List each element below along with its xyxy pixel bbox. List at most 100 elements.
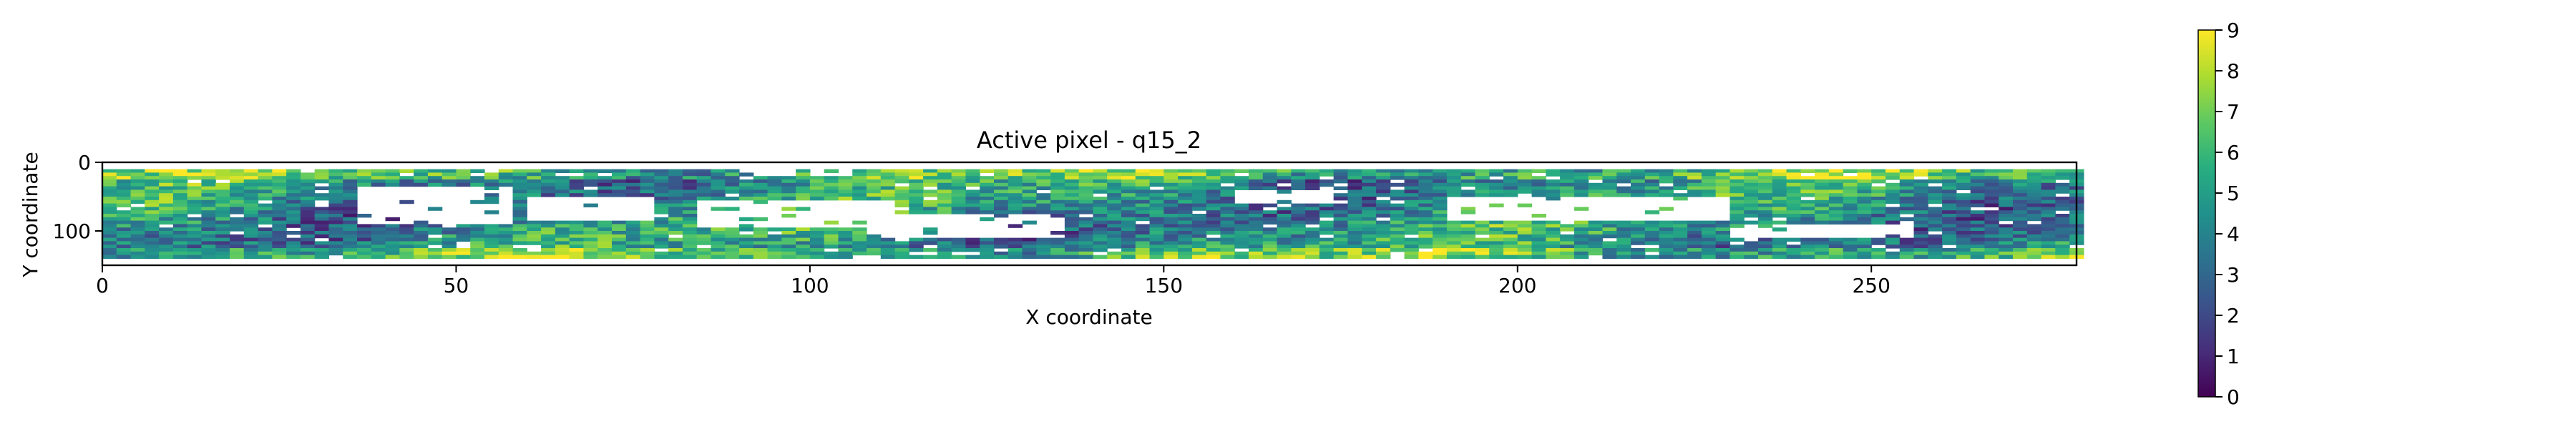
heatmap-cell bbox=[1546, 172, 1561, 177]
heatmap-cell bbox=[230, 237, 245, 242]
heatmap-cell bbox=[640, 231, 655, 235]
heatmap-cell bbox=[1008, 255, 1023, 259]
heatmap-cell bbox=[441, 234, 457, 239]
heatmap-cell bbox=[1815, 255, 1830, 259]
heatmap-cell bbox=[1291, 176, 1306, 180]
heatmap-cell bbox=[1644, 248, 1660, 252]
heatmap-cell bbox=[1815, 169, 1830, 173]
heatmap-cell bbox=[1206, 214, 1221, 218]
heatmap-cell bbox=[1857, 193, 1872, 197]
heatmap-cell bbox=[1631, 172, 1646, 177]
heatmap-cell bbox=[597, 224, 613, 228]
heatmap-cell bbox=[1475, 255, 1490, 259]
heatmap-cell bbox=[1970, 241, 1986, 245]
heatmap-cell bbox=[1376, 186, 1391, 190]
heatmap-cell bbox=[937, 207, 952, 211]
heatmap-cell bbox=[1546, 179, 1561, 184]
heatmap-cell bbox=[243, 210, 259, 214]
heatmap-cell bbox=[230, 224, 245, 228]
heatmap-cell bbox=[640, 227, 655, 232]
heatmap-cell bbox=[1999, 251, 2014, 256]
heatmap-cell bbox=[1376, 214, 1391, 218]
heatmap-cell bbox=[1022, 182, 1037, 187]
heatmap-cell bbox=[1828, 199, 1844, 204]
heatmap-cell bbox=[1107, 193, 1122, 197]
heatmap-cell bbox=[300, 248, 316, 252]
heatmap-cell bbox=[456, 172, 471, 177]
heatmap-cell bbox=[965, 182, 980, 187]
heatmap-cell bbox=[824, 227, 839, 232]
heatmap-cell bbox=[1107, 231, 1122, 235]
heatmap-cell bbox=[725, 255, 740, 259]
x-tick-label: 50 bbox=[444, 274, 469, 297]
heatmap-cell bbox=[1404, 193, 1419, 197]
heatmap-cell bbox=[1772, 169, 1787, 173]
heatmap-cell bbox=[1249, 231, 1264, 235]
heatmap-cell bbox=[937, 248, 952, 252]
heatmap-cell bbox=[767, 193, 782, 197]
heatmap-cell bbox=[1446, 255, 1462, 259]
heatmap-cell bbox=[1970, 182, 1986, 187]
heatmap-cell bbox=[1999, 193, 2014, 197]
heatmap-cell bbox=[1489, 189, 1504, 194]
heatmap-cell bbox=[385, 234, 400, 239]
heatmap-cell bbox=[867, 182, 882, 187]
heatmap-cell bbox=[1319, 237, 1335, 242]
heatmap-cell bbox=[116, 231, 132, 235]
heatmap-cell bbox=[230, 186, 245, 190]
heatmap-cell bbox=[201, 203, 216, 207]
heatmap-cell bbox=[654, 199, 669, 204]
heatmap-cell bbox=[753, 179, 769, 184]
heatmap-cell bbox=[427, 172, 443, 177]
heatmap-cell bbox=[2013, 231, 2028, 235]
colorbar-tick-label: 5 bbox=[2227, 182, 2240, 205]
heatmap-cell bbox=[1871, 193, 1886, 197]
heatmap-cell bbox=[597, 182, 613, 187]
heatmap-cell bbox=[1715, 179, 1731, 184]
heatmap-cell bbox=[781, 182, 796, 187]
heatmap-cell bbox=[937, 237, 952, 242]
heatmap-cell bbox=[258, 227, 273, 232]
heatmap-cell bbox=[583, 189, 598, 194]
heatmap-cell bbox=[1631, 224, 1646, 228]
heatmap-cell bbox=[2013, 207, 2028, 211]
heatmap-cell bbox=[1121, 248, 1136, 252]
heatmap-cell bbox=[1843, 220, 1858, 225]
heatmap-cell bbox=[1135, 248, 1151, 252]
heatmap-cell bbox=[1149, 197, 1164, 201]
heatmap-cell bbox=[1220, 241, 1235, 245]
heatmap-cell bbox=[612, 169, 627, 173]
heatmap-cell bbox=[1942, 189, 1957, 194]
heatmap-cell bbox=[1531, 179, 1546, 184]
heatmap-cell bbox=[1178, 186, 1193, 190]
heatmap-cell bbox=[1277, 227, 1292, 232]
heatmap-cell bbox=[1546, 197, 1561, 201]
heatmap-cell bbox=[1404, 182, 1419, 187]
heatmap-cell bbox=[230, 255, 245, 259]
heatmap-cell bbox=[1064, 251, 1080, 256]
heatmap-cell bbox=[654, 182, 669, 187]
heatmap-cell bbox=[824, 241, 839, 245]
heatmap-cell bbox=[867, 169, 882, 173]
heatmap-cell bbox=[1659, 172, 1674, 177]
heatmap-cell bbox=[640, 189, 655, 194]
heatmap-cell bbox=[1178, 169, 1193, 173]
heatmap-cell bbox=[2013, 193, 2028, 197]
heatmap-cell bbox=[1644, 241, 1660, 245]
heatmap-cell bbox=[1050, 245, 1065, 249]
heatmap-cell bbox=[1333, 251, 1349, 256]
heatmap-cell bbox=[1036, 172, 1051, 177]
heatmap-cell bbox=[1121, 255, 1136, 259]
heatmap-cell bbox=[272, 245, 287, 249]
heatmap-cell bbox=[1446, 237, 1462, 242]
heatmap-cell bbox=[2013, 169, 2028, 173]
heatmap-cell bbox=[286, 245, 301, 249]
heatmap-cell bbox=[781, 227, 796, 232]
heatmap-cell bbox=[541, 241, 556, 245]
heatmap-cell bbox=[880, 241, 896, 245]
heatmap-cell bbox=[1206, 176, 1221, 180]
heatmap-cell bbox=[767, 227, 782, 232]
heatmap-cell bbox=[1135, 237, 1151, 242]
heatmap-cell bbox=[1191, 186, 1207, 190]
heatmap-cell bbox=[1093, 241, 1108, 245]
